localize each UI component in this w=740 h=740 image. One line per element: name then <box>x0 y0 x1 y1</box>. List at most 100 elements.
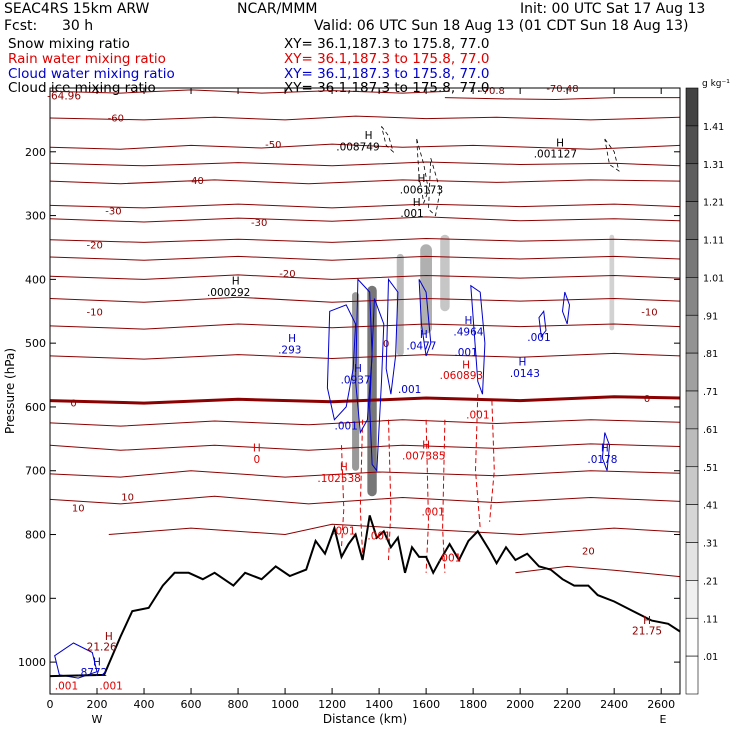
y-tick-label-5: 700 <box>25 465 46 478</box>
temperature-contour-7 <box>49 203 681 209</box>
temperature-contour-14 <box>49 296 681 303</box>
field-label-9: H <box>232 275 240 287</box>
y-tick-label-4: 600 <box>25 401 46 414</box>
temperature-contour-4 <box>49 143 681 150</box>
field-label-17: .001 <box>527 332 550 344</box>
temperature-contour-8 <box>49 216 681 223</box>
field-rain-name: Rain water mixing ratio <box>8 51 166 67</box>
field-snow-xy: XY= 36.1,187.3 to 175.8, 77.0 <box>284 36 490 52</box>
forecast-label: Fcst: <box>4 18 38 34</box>
y-tick-label-6: 800 <box>25 529 46 542</box>
temperature-contour-6 <box>49 179 681 185</box>
colorbar-label-7: .71 <box>703 387 718 398</box>
field-label-47: .001 <box>55 681 78 693</box>
cloud-ice-contour-0 <box>381 126 394 154</box>
init-time: Init: 00 UTC Sat 17 Aug 13 <box>520 1 706 17</box>
center-title: NCAR/MMM <box>237 1 318 17</box>
temperature-label-3: -60 <box>108 113 124 124</box>
cloud-water-contour-5 <box>470 284 486 395</box>
field-label-38: .001 <box>367 531 390 543</box>
colorbar-label-8: .61 <box>703 425 718 436</box>
colorbar-label-1: 1.31 <box>703 160 724 171</box>
field-label-7: H <box>413 197 421 209</box>
colorbar-label-14: .01 <box>703 652 718 663</box>
temperature-contour-10 <box>49 237 681 243</box>
temperature-contour-22 <box>49 443 681 451</box>
cloud-water-contour-2 <box>369 298 385 473</box>
colorbar-segment-9 <box>685 428 699 468</box>
colorbar-segment-6 <box>685 314 699 354</box>
x-tick-label-10: 2000 <box>506 698 534 711</box>
y-tick-label-0: 200 <box>25 146 46 159</box>
field-label-14: .293 <box>278 344 301 356</box>
y-axis-title: Pressure (hPa) <box>3 348 17 434</box>
colorbar-label-10: .41 <box>703 501 718 512</box>
colorbar-label-13: .11 <box>703 614 718 625</box>
field-label-2: .008749 <box>336 142 379 154</box>
temperature-label-20: 0 <box>383 339 389 350</box>
colorbar-unit: g kg⁻¹ <box>702 79 730 89</box>
temperature-label-4: -50 <box>265 140 281 151</box>
rain-contour-5 <box>474 394 481 529</box>
colorbar-segment-3 <box>685 201 699 240</box>
temperature-label-9: -30 <box>251 218 267 229</box>
colorbar-segment-4 <box>685 239 699 278</box>
snow-shade-3 <box>420 244 432 334</box>
field-label-3: H <box>556 138 564 150</box>
colorbar-label-9: .51 <box>703 463 718 474</box>
field-label-28: H <box>601 443 609 455</box>
x-tick-label-2: 400 <box>134 698 155 711</box>
field-label-27: .001 <box>334 420 357 432</box>
colorbar-label-3: 1.11 <box>703 236 724 247</box>
colorbar-segment-7 <box>685 352 699 392</box>
rain-contour-6 <box>489 400 495 522</box>
x-tick-label-6: 1200 <box>318 698 346 711</box>
temperature-contour-25 <box>49 495 681 505</box>
field-label-43: 21.26 <box>87 642 117 654</box>
colorbar-segment-2 <box>685 163 699 202</box>
field-label-18: .001 <box>454 347 477 359</box>
cloud-water-contour-6 <box>538 309 547 339</box>
rain-contour-3 <box>425 419 430 573</box>
temperature-contour-2 <box>49 89 450 94</box>
rain-contour-1 <box>359 419 364 554</box>
x-axis-title: Distance (km) <box>323 712 407 726</box>
temperature-label-14: -10 <box>86 307 102 318</box>
field-label-39: .001 <box>438 552 461 564</box>
field-label-45: .8772 <box>77 667 107 679</box>
temperature-label-23: 10 <box>121 492 134 503</box>
forecast-hours: 30 h <box>62 18 94 34</box>
temperature-contour-26 <box>108 523 681 536</box>
field-rain-xy: XY= 36.1,187.3 to 175.8, 77.0 <box>284 51 490 67</box>
field-label-13: H <box>288 333 296 345</box>
temperature-contour-5 <box>49 161 681 167</box>
field-label-33: .007385 <box>402 450 445 462</box>
colorbar-segment-10 <box>685 466 699 505</box>
field-label-15: H <box>420 329 428 341</box>
field-label-34: H <box>340 462 348 474</box>
field-label-4: .001127 <box>534 149 577 161</box>
field-label-42: H <box>105 631 113 643</box>
y-tick-label-2: 400 <box>25 273 46 286</box>
field-label-44: H <box>93 656 101 668</box>
field-label-11: H <box>464 315 472 327</box>
colorbar-label-6: .81 <box>703 349 718 360</box>
temperature-contour-11 <box>49 255 681 261</box>
field-label-16: .0477 <box>406 341 436 353</box>
field-label-22: .060893 <box>440 370 483 382</box>
temperature-contour-28 <box>515 565 681 578</box>
temperature-label-7: -30 <box>105 206 121 217</box>
field-cloudwater-xy: XY= 36.1,187.3 to 175.8, 77.0 <box>284 66 490 82</box>
x-end-left: W <box>92 713 103 726</box>
cloud-ice-contour-1 <box>416 138 429 205</box>
temperature-label-18: 0 <box>70 398 76 409</box>
temperature-contour-3 <box>49 115 681 121</box>
field-label-20: .0143 <box>510 368 540 380</box>
x-tick-label-13: 2600 <box>647 698 675 711</box>
field-cloudwater-name: Cloud water mixing ratio <box>8 66 175 82</box>
field-label-46: .001 <box>99 681 122 693</box>
snow-shade-4 <box>440 234 450 312</box>
temperature-contour-0 <box>444 97 680 101</box>
cloud-water-contour-8 <box>601 432 611 471</box>
colorbar-segment-1 <box>685 125 699 165</box>
